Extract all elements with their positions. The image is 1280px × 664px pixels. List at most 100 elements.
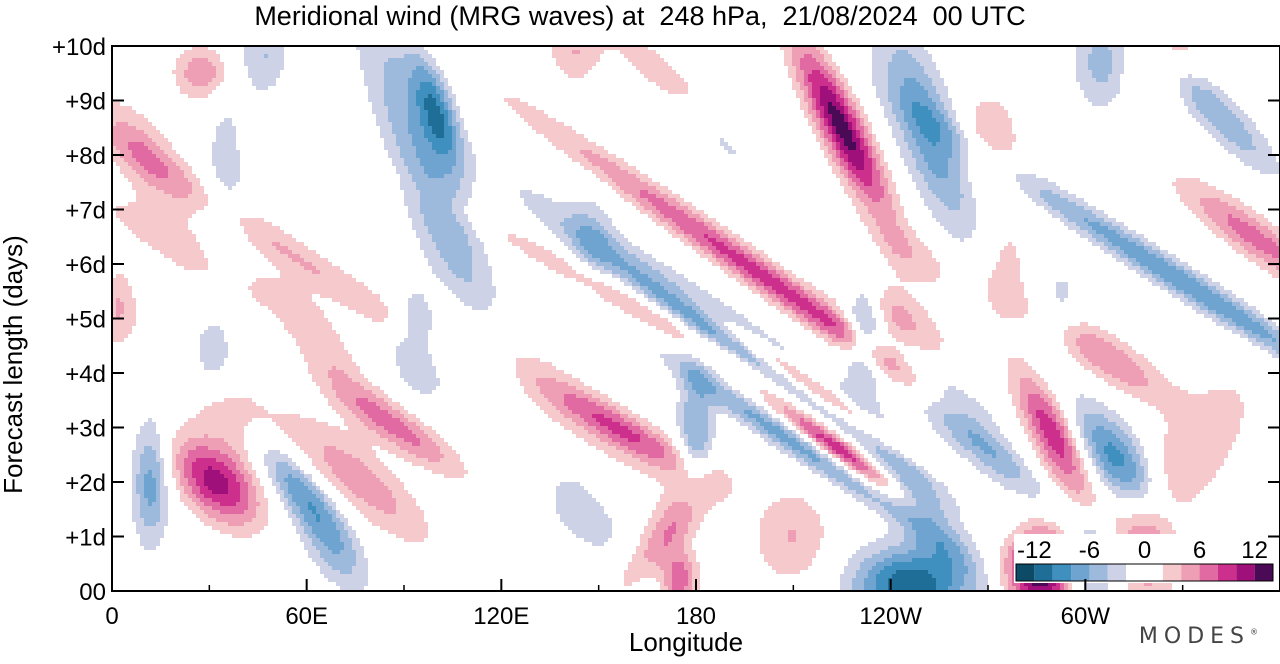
field-cell (856, 570, 868, 574)
field-cell (700, 242, 712, 246)
field-cell (880, 162, 888, 166)
field-cell (440, 110, 448, 114)
field-cell (424, 98, 436, 102)
field-cell (224, 118, 232, 122)
field-cell (844, 330, 852, 334)
field-cell (888, 186, 896, 190)
field-cell (636, 198, 648, 202)
field-cell (1228, 222, 1248, 226)
field-cell (992, 466, 1020, 470)
field-cell (952, 150, 960, 154)
field-cell (472, 306, 488, 310)
field-cell (1208, 286, 1216, 290)
field-cell (748, 414, 760, 418)
field-cell (436, 150, 448, 154)
field-cell (796, 438, 800, 442)
field-cell (784, 50, 792, 54)
field-cell (676, 294, 688, 298)
field-cell (976, 122, 1012, 126)
field-cell (852, 454, 856, 458)
field-cell (204, 502, 220, 506)
field-cell (452, 170, 464, 174)
field-cell (1172, 258, 1180, 262)
field-cell (280, 494, 284, 498)
field-cell (968, 458, 980, 462)
field-cell (812, 470, 824, 474)
y-tick-label: +9d (65, 89, 106, 116)
field-cell (1116, 250, 1124, 254)
field-cell (436, 442, 448, 446)
field-cell (860, 218, 876, 222)
field-cell (1212, 218, 1228, 222)
field-cell (748, 286, 756, 290)
field-cell (832, 318, 840, 322)
field-cell (216, 130, 236, 134)
field-cell (792, 278, 804, 282)
field-cell (548, 398, 564, 402)
field-cell (772, 342, 780, 346)
field-cell (688, 530, 696, 534)
field-cell (708, 338, 716, 342)
field-cell (1236, 154, 1276, 158)
field-cell (224, 438, 244, 442)
field-cell (648, 426, 660, 430)
field-cell (916, 322, 936, 326)
field-cell (852, 134, 856, 138)
field-cell (572, 50, 580, 54)
field-cell (556, 62, 596, 66)
field-cell (1132, 454, 1140, 458)
field-cell (132, 482, 136, 486)
field-cell (424, 254, 440, 258)
field-cell (636, 66, 672, 70)
field-cell (1180, 82, 1212, 86)
field-cell (888, 578, 936, 582)
field-cell (836, 126, 848, 130)
field-cell (816, 454, 820, 458)
field-cell (1068, 494, 1096, 498)
field-cell (744, 346, 748, 350)
field-cell (912, 150, 920, 154)
field-cell (684, 430, 708, 434)
field-cell (944, 390, 964, 394)
field-cell (404, 538, 424, 542)
field-cell (952, 138, 960, 142)
field-cell (952, 130, 956, 134)
field-cell (736, 278, 744, 282)
field-cell (376, 122, 392, 126)
field-cell (640, 210, 652, 214)
field-cell (852, 122, 856, 126)
field-cell (1104, 338, 1120, 342)
field-cell (864, 494, 872, 498)
field-cell (1184, 290, 1212, 294)
field-cell (620, 186, 656, 190)
field-cell (684, 402, 748, 406)
field-cell (564, 414, 580, 418)
field-cell (132, 470, 140, 474)
field-cell (168, 154, 180, 158)
field-cell (416, 154, 456, 158)
field-cell (944, 542, 956, 546)
field-cell (608, 426, 628, 430)
field-cell (660, 86, 688, 90)
field-cell (340, 570, 352, 574)
field-cell (224, 182, 236, 186)
field-cell (1216, 310, 1244, 314)
field-cell (136, 486, 144, 490)
field-cell (796, 290, 804, 294)
field-cell (680, 286, 700, 290)
field-cell (408, 326, 432, 330)
field-cell (204, 470, 220, 474)
field-cell (520, 114, 548, 118)
field-cell (1208, 130, 1220, 134)
field-cell (1092, 430, 1112, 434)
field-cell (468, 234, 476, 238)
field-cell (620, 274, 632, 278)
field-cell (860, 322, 876, 326)
field-cell (960, 150, 968, 154)
field-cell (1224, 238, 1232, 242)
field-cell (1104, 450, 1120, 454)
field-cell (404, 438, 420, 442)
field-cell (880, 158, 884, 162)
field-cell (328, 502, 336, 506)
field-cell (128, 178, 144, 182)
